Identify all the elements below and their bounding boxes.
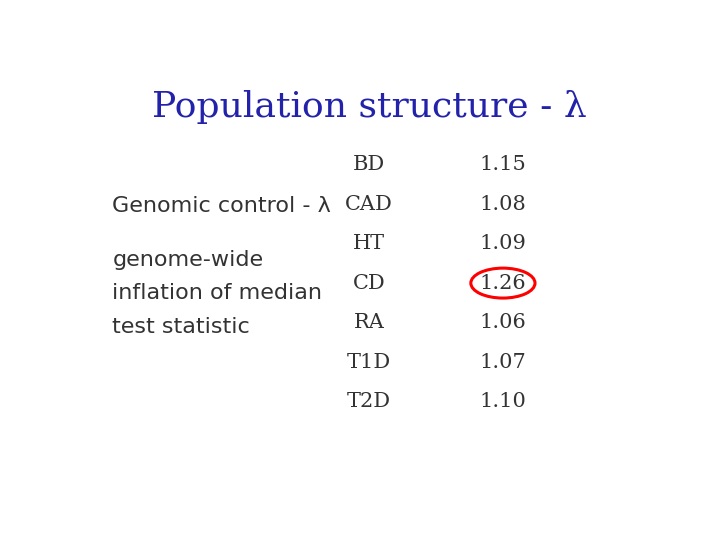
Text: 1.06: 1.06 [480,313,526,332]
Text: BD: BD [353,155,385,174]
Text: test statistic: test statistic [112,317,250,337]
Text: Population structure - λ: Population structure - λ [152,90,586,124]
Text: RA: RA [354,313,384,332]
Text: 1.26: 1.26 [480,274,526,293]
Text: 1.09: 1.09 [480,234,526,253]
Text: 1.10: 1.10 [480,392,526,411]
Text: CD: CD [353,274,385,293]
Text: 1.08: 1.08 [480,194,526,214]
Text: HT: HT [353,234,385,253]
Text: genome-wide: genome-wide [112,250,264,270]
Text: Genomic control - λ: Genomic control - λ [112,196,331,216]
Text: T2D: T2D [347,392,391,411]
Text: 1.07: 1.07 [480,353,526,372]
Text: inflation of median: inflation of median [112,284,323,303]
Text: 1.15: 1.15 [480,155,526,174]
Text: T1D: T1D [347,353,391,372]
Text: CAD: CAD [345,194,393,214]
